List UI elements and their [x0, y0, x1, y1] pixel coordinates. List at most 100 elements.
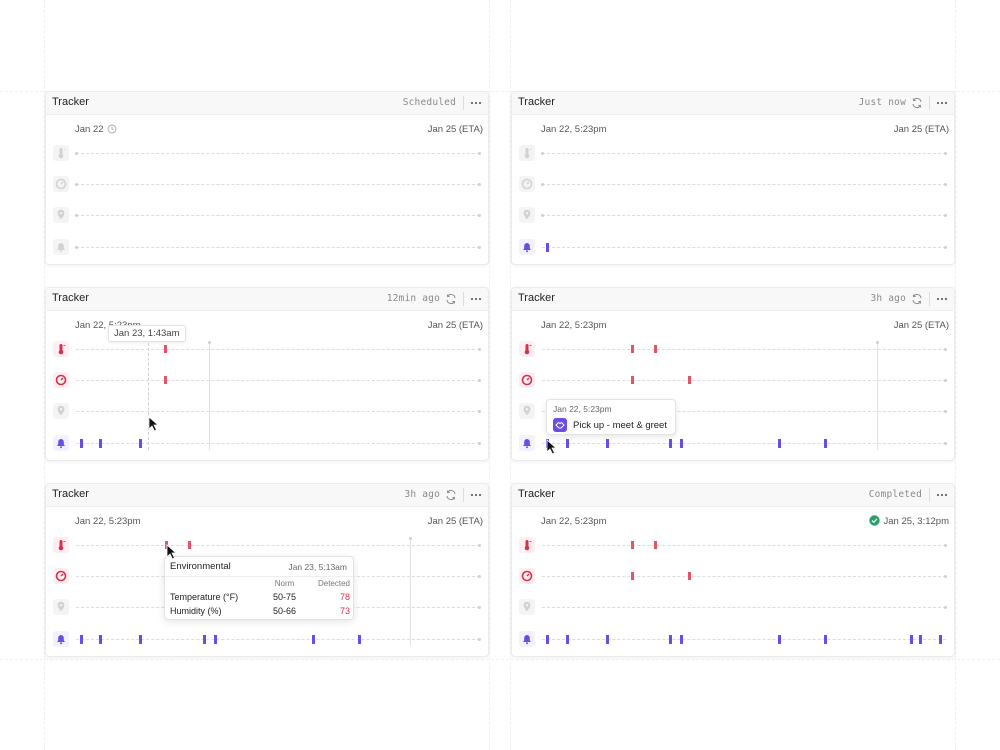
location-event-marker[interactable] [546, 635, 549, 644]
track-line [542, 380, 946, 381]
location-event-marker[interactable] [824, 635, 827, 644]
start-date: Jan 22, 5:23pm [541, 516, 607, 527]
guide-line [0, 91, 1000, 92]
current-time-line [209, 344, 210, 450]
location-event-marker[interactable] [214, 635, 217, 644]
more-options-icon[interactable] [470, 489, 482, 501]
hover-time-tooltip: Jan 23, 1:43am [108, 325, 186, 342]
environmental-event-marker[interactable] [188, 541, 191, 549]
location-event-marker[interactable] [919, 635, 922, 644]
track-line [542, 607, 946, 608]
location-event-marker[interactable] [680, 439, 683, 448]
reading-detected: 78 [339, 592, 350, 602]
location-event-marker[interactable] [939, 635, 942, 644]
start-date: Jan 22 [75, 124, 104, 135]
card-title: Tracker [518, 488, 555, 500]
track-start-dot [541, 152, 544, 155]
refresh-icon[interactable] [911, 97, 923, 109]
more-options-icon[interactable] [470, 97, 482, 109]
location-event-marker[interactable] [203, 635, 206, 644]
environmental-event-marker[interactable] [631, 376, 634, 384]
environmental-event-marker[interactable] [654, 541, 657, 549]
thermometer-icon [53, 537, 69, 553]
environmental-event-marker[interactable] [688, 572, 691, 580]
location-event-marker[interactable] [139, 635, 142, 644]
bell-icon [53, 239, 69, 255]
location-event-marker[interactable] [606, 439, 609, 448]
track-line [76, 153, 480, 154]
thermometer-icon [519, 145, 535, 161]
location-event-marker[interactable] [778, 635, 781, 644]
location-event-marker[interactable] [99, 635, 102, 644]
gauge-icon [53, 176, 69, 192]
more-options-icon[interactable] [936, 97, 948, 109]
track-end-dot [478, 348, 481, 351]
location-event-marker[interactable] [566, 635, 569, 644]
location-event-marker[interactable] [824, 439, 827, 448]
track-end-dot [478, 638, 481, 641]
card-header: Tracker Just now [512, 92, 954, 115]
thermometer-icon [53, 145, 69, 161]
location-event-marker[interactable] [778, 439, 781, 448]
location-event-marker[interactable] [99, 439, 102, 448]
track-end-dot [478, 606, 481, 609]
status-label: Just now [858, 97, 906, 108]
eta-date: Jan 25 (ETA) [427, 516, 483, 527]
environmental-event-marker[interactable] [631, 345, 634, 353]
environmental-event-marker[interactable] [631, 572, 634, 580]
track-line [76, 545, 480, 546]
track-line [76, 443, 480, 444]
refresh-icon[interactable] [911, 293, 923, 305]
location-pin-icon [519, 403, 535, 419]
mouse-cursor-icon [166, 544, 178, 560]
completed-date: Jan 25, 3:12pm [883, 516, 950, 527]
tracker-card: Tracker 12min ago Jan 22, 5:23pm Jan 25 … [45, 287, 489, 461]
card-title: Tracker [52, 292, 89, 304]
location-event-marker[interactable] [546, 243, 549, 252]
environmental-event-marker[interactable] [164, 376, 167, 384]
track-end-dot [944, 442, 947, 445]
card-header: Tracker 12min ago [46, 288, 488, 311]
track-line [542, 639, 946, 640]
location-event-marker[interactable] [312, 635, 315, 644]
location-event-marker[interactable] [80, 635, 83, 644]
env-readings-table: Norm Detected Temperature (°F) 50-75 78 … [168, 577, 352, 618]
environmental-event-marker[interactable] [165, 541, 168, 549]
track-end-dot [478, 379, 481, 382]
refresh-icon[interactable] [445, 489, 457, 501]
card-header: Tracker Scheduled [46, 92, 488, 115]
environmental-event-marker[interactable] [164, 345, 167, 353]
more-options-icon[interactable] [936, 489, 948, 501]
track-end-dot [478, 575, 481, 578]
environmental-event-marker[interactable] [654, 345, 657, 353]
track-line [542, 576, 946, 577]
track-line [542, 349, 946, 350]
track-end-dot [944, 575, 947, 578]
location-event-marker[interactable] [669, 439, 672, 448]
reading-norm: 50-66 [273, 606, 297, 616]
environmental-event-marker[interactable] [688, 376, 691, 384]
track-end-dot [478, 152, 481, 155]
guide-line [44, 0, 45, 750]
more-options-icon[interactable] [470, 293, 482, 305]
location-event-marker[interactable] [566, 439, 569, 448]
environmental-event-marker[interactable] [631, 541, 634, 549]
start-date: Jan 22, 5:23pm [541, 320, 607, 331]
location-event-marker[interactable] [606, 635, 609, 644]
header-divider [929, 96, 930, 110]
location-event-marker[interactable] [139, 439, 142, 448]
location-event-marker[interactable] [358, 635, 361, 644]
refresh-icon[interactable] [445, 293, 457, 305]
gauge-icon [519, 176, 535, 192]
location-event-marker[interactable] [680, 635, 683, 644]
guide-line [955, 0, 956, 750]
completed-check-icon [869, 515, 880, 526]
location-event-marker[interactable] [80, 439, 83, 448]
location-event-marker[interactable] [910, 635, 913, 644]
track-end-dot [944, 606, 947, 609]
track-line [542, 247, 946, 248]
more-options-icon[interactable] [936, 293, 948, 305]
track-line [542, 215, 946, 216]
location-event-marker[interactable] [669, 635, 672, 644]
event-tooltip: Jan 22, 5:23pm Pick up - meet & greet [546, 399, 676, 435]
